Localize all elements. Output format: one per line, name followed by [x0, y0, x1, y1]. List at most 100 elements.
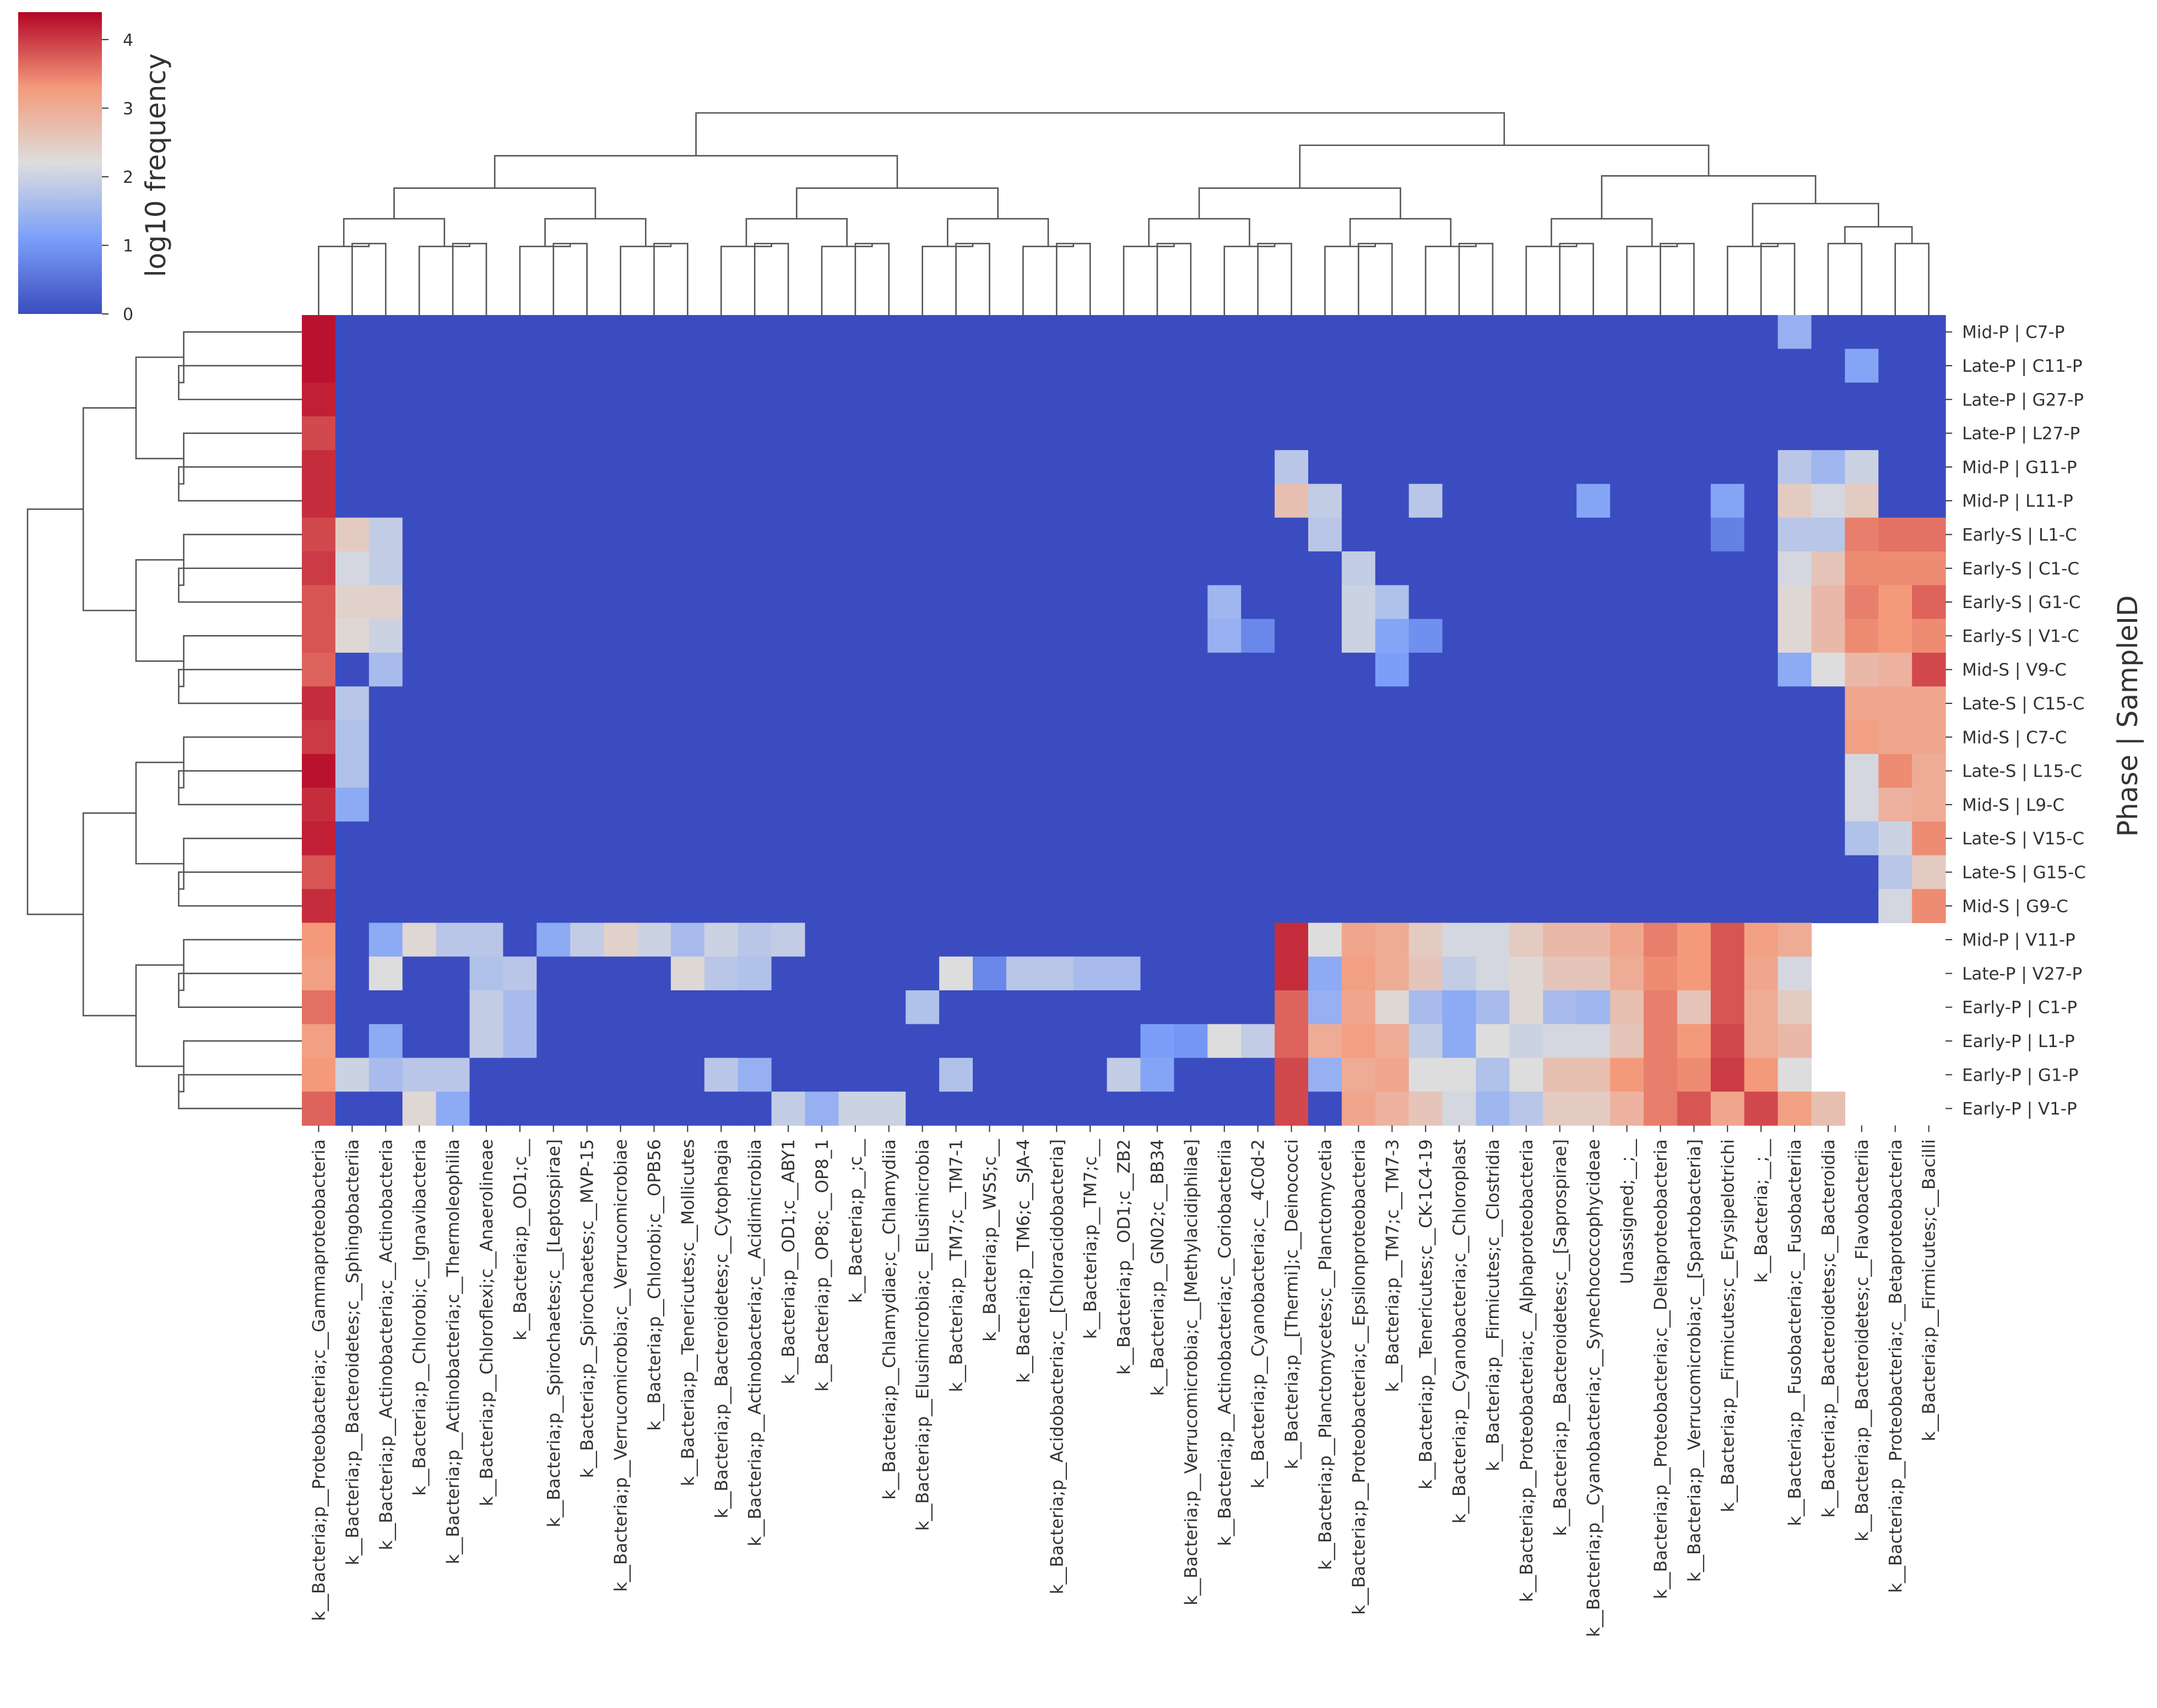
heatmap-cell	[939, 416, 973, 451]
heatmap-cell	[1912, 551, 1946, 585]
heatmap-cell	[604, 517, 638, 552]
heatmap-cell	[1039, 585, 1074, 620]
heatmap-cell	[302, 1058, 336, 1092]
heatmap-cell	[1039, 349, 1074, 383]
heatmap-cell	[402, 450, 437, 485]
heatmap-cell	[1073, 349, 1108, 383]
heatmap-cell	[503, 788, 537, 822]
heatmap-cell	[604, 821, 638, 856]
heatmap-cell	[335, 720, 370, 755]
heatmap-cell	[838, 484, 872, 518]
heatmap-cell	[704, 484, 739, 518]
heatmap-cell	[771, 416, 806, 451]
heatmap-cell	[1375, 416, 1410, 451]
heatmap-cell	[302, 653, 336, 687]
heatmap-cell	[1442, 788, 1477, 822]
heatmap-cell	[838, 821, 872, 856]
heatmap-cell	[570, 416, 604, 451]
heatmap-cell	[1375, 686, 1410, 721]
heatmap-cell	[1576, 349, 1611, 383]
heatmap-cell	[771, 484, 806, 518]
heatmap-cell	[1408, 1024, 1443, 1059]
heatmap-cell	[872, 382, 906, 417]
heatmap-cell	[368, 686, 403, 721]
heatmap-cell	[906, 619, 940, 653]
heatmap-cell	[1744, 349, 1779, 383]
heatmap-cell	[771, 517, 806, 552]
heatmap-cell	[973, 1058, 1007, 1092]
heatmap-cell	[1476, 585, 1510, 620]
heatmap-cell	[1610, 315, 1644, 349]
column-dendrogram-link	[720, 243, 772, 315]
heatmap-cell	[738, 517, 772, 552]
heatmap-cell	[1275, 585, 1309, 620]
heatmap-cell	[906, 551, 940, 585]
heatmap-cell	[1174, 956, 1208, 991]
heatmap-cell	[838, 551, 872, 585]
heatmap-cell	[1811, 1091, 1845, 1126]
column-label: k__Bacteria;p__Actinobacteria;c__Acidimi…	[745, 1139, 765, 1546]
heatmap-cell	[302, 686, 336, 721]
column-label: k__Bacteria;p__Actinobacteria;c__Thermol…	[443, 1139, 463, 1564]
heatmap-cell	[1039, 720, 1074, 755]
row-dendrogram-link	[178, 669, 302, 704]
heatmap-cell	[939, 619, 973, 653]
heatmap-cell	[469, 753, 503, 788]
heatmap-cell	[1408, 1091, 1443, 1126]
heatmap-cell	[1710, 585, 1745, 620]
row-label: Early-P | G1-P	[1962, 1065, 2078, 1085]
heatmap-cell	[1207, 821, 1242, 856]
heatmap-cell	[536, 349, 571, 383]
heatmap-cell	[402, 1024, 437, 1059]
heatmap-cell	[771, 753, 806, 788]
heatmap-cell	[1207, 753, 1242, 788]
heatmap-cell	[1744, 653, 1779, 687]
heatmap-cell	[604, 990, 638, 1024]
heatmap-cell	[1408, 1058, 1443, 1092]
heatmap-cell	[1174, 349, 1208, 383]
heatmap-cell	[1677, 1024, 1711, 1059]
heatmap-cell	[436, 990, 470, 1024]
heatmap-cell	[1174, 855, 1208, 890]
heatmap-cell	[368, 753, 403, 788]
heatmap-cell	[1341, 619, 1376, 653]
heatmap-cell	[1207, 1024, 1242, 1059]
heatmap-cell	[1710, 788, 1745, 822]
heatmap-cell	[1140, 551, 1174, 585]
column-dendrogram-link	[620, 243, 672, 315]
heatmap-cell	[838, 653, 872, 687]
heatmap-cell	[1610, 1058, 1644, 1092]
column-dendrogram-link	[1458, 242, 1494, 315]
heatmap-cell	[1744, 753, 1779, 788]
heatmap-cell	[1073, 753, 1108, 788]
heatmap-cell	[1509, 753, 1543, 788]
heatmap-cell	[906, 585, 940, 620]
heatmap-cell	[402, 686, 437, 721]
heatmap-cell	[872, 517, 906, 552]
heatmap-cell	[1442, 585, 1477, 620]
heatmap-cell	[1644, 889, 1678, 923]
heatmap-cell	[1006, 315, 1040, 349]
heatmap-cell	[536, 450, 571, 485]
heatmap-cell	[1878, 551, 1912, 585]
heatmap-cell	[771, 720, 806, 755]
heatmap-cell	[1442, 720, 1477, 755]
heatmap-cell	[1140, 315, 1174, 349]
heatmap-cell	[1710, 923, 1745, 957]
heatmap-cell	[1912, 788, 1946, 822]
heatmap-cell	[570, 923, 604, 957]
heatmap-cell	[604, 484, 638, 518]
heatmap-cell	[503, 923, 537, 957]
heatmap-cell	[1744, 1024, 1779, 1059]
heatmap-cell	[1140, 788, 1174, 822]
heatmap-cell	[302, 315, 336, 349]
heatmap-cell	[1375, 821, 1410, 856]
heatmap-cell	[570, 1091, 604, 1126]
heatmap-cell	[973, 1024, 1007, 1059]
heatmap-cell	[1509, 551, 1543, 585]
heatmap-cell	[1811, 619, 1845, 653]
heatmap-cell	[1174, 889, 1208, 923]
heatmap-cell	[1073, 889, 1108, 923]
column-label: k__Bacteria;p__Proteobacteria;c__Deltapr…	[1651, 1139, 1671, 1599]
heatmap-cell	[1073, 686, 1108, 721]
